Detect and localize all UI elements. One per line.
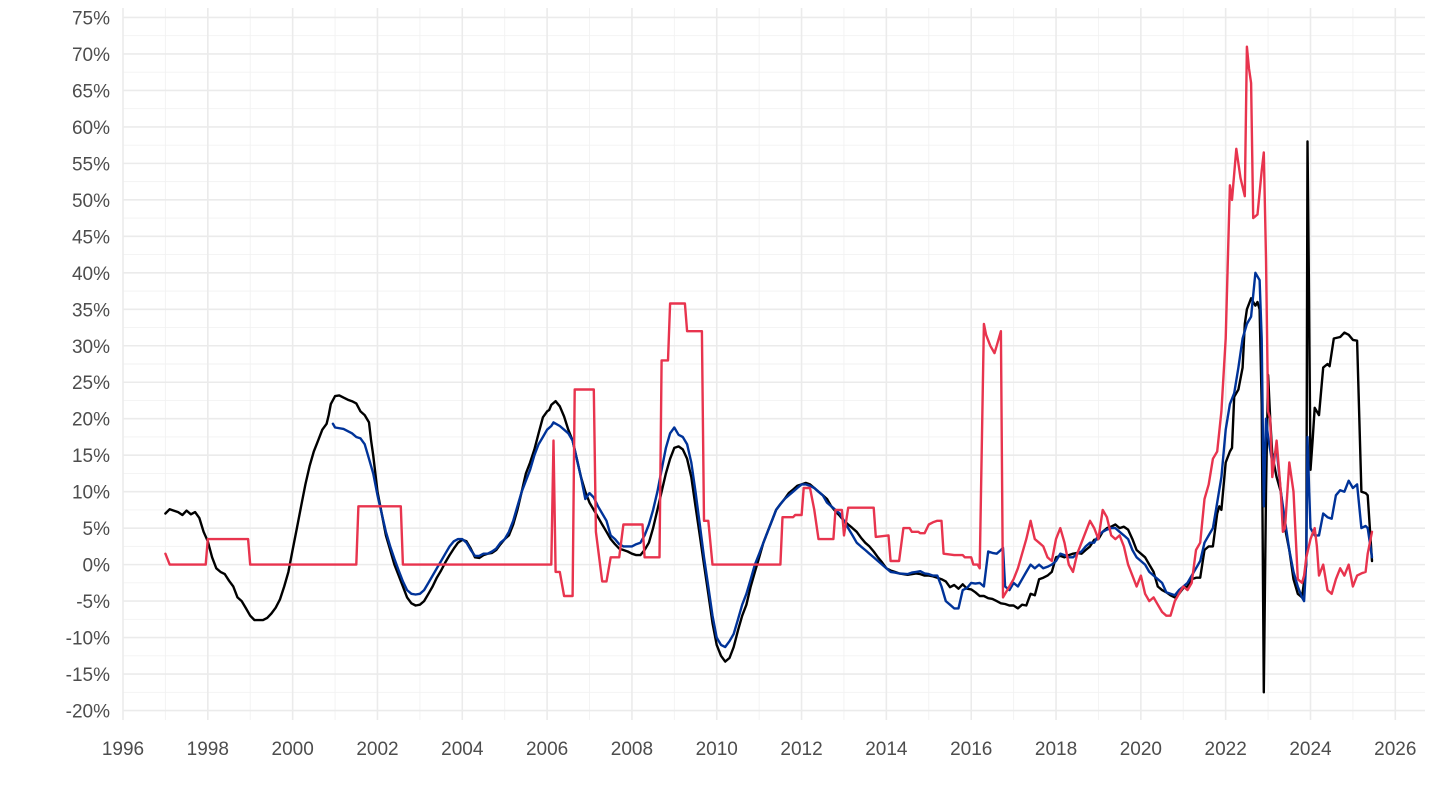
x-tick-label: 2000 (272, 739, 314, 760)
y-tick-label: -15% (66, 665, 110, 686)
y-axis-tick-labels: -20% -15% -10% -5% 0% 5% 10% 15% 20% 25% 30% 35% 40%… (66, 8, 110, 722)
y-tick-label: 15% (72, 446, 110, 467)
x-tick-label: 2010 (696, 739, 738, 760)
x-tick-label: 2004 (441, 739, 484, 760)
x-tick-label: 2014 (865, 739, 908, 760)
y-tick-label: 5% (83, 519, 111, 540)
y-tick-label: 20% (72, 410, 110, 431)
y-tick-label: 45% (72, 227, 110, 248)
y-tick-label: 40% (72, 264, 110, 285)
x-axis-tick-labels: 1996 1998 2000 2002 2004 2006 2008 2010 2012 2014… (102, 739, 1417, 760)
major-grid (122, 8, 1425, 720)
x-tick-label: 2016 (950, 739, 992, 760)
x-tick-label: 2020 (1120, 739, 1162, 760)
series-line-3 (164, 45, 1374, 617)
x-tick-label: 1998 (187, 739, 229, 760)
x-tick-label: 2006 (526, 739, 568, 760)
x-tick-label: 2008 (611, 739, 653, 760)
x-tick-label: 2022 (1205, 739, 1247, 760)
y-tick-label: 60% (72, 118, 110, 139)
y-tick-label: 65% (72, 81, 110, 102)
y-tick-label: -5% (76, 592, 110, 613)
y-tick-label: 75% (72, 8, 110, 29)
series-line-2 (331, 271, 1374, 649)
y-tick-label: -20% (66, 702, 110, 723)
y-tick-label: 55% (72, 154, 110, 175)
x-tick-label: 2024 (1289, 739, 1332, 760)
series-line-1 (164, 140, 1374, 694)
x-tick-label: 2026 (1374, 739, 1416, 760)
y-tick-label: 50% (72, 191, 110, 212)
y-tick-label: -10% (66, 629, 110, 650)
y-tick-label: 35% (72, 300, 110, 321)
y-tick-label: 70% (72, 45, 110, 66)
y-tick-label: 30% (72, 337, 110, 358)
y-tick-label: 25% (72, 373, 110, 394)
x-tick-label: 1996 (102, 739, 144, 760)
series-lines (164, 45, 1374, 694)
y-tick-label: 10% (72, 483, 110, 504)
minor-grid (123, 8, 1425, 720)
y-tick-label: 0% (83, 556, 111, 577)
x-tick-label: 2002 (356, 739, 398, 760)
x-tick-label: 2018 (1035, 739, 1077, 760)
x-tick-label: 2012 (780, 739, 822, 760)
